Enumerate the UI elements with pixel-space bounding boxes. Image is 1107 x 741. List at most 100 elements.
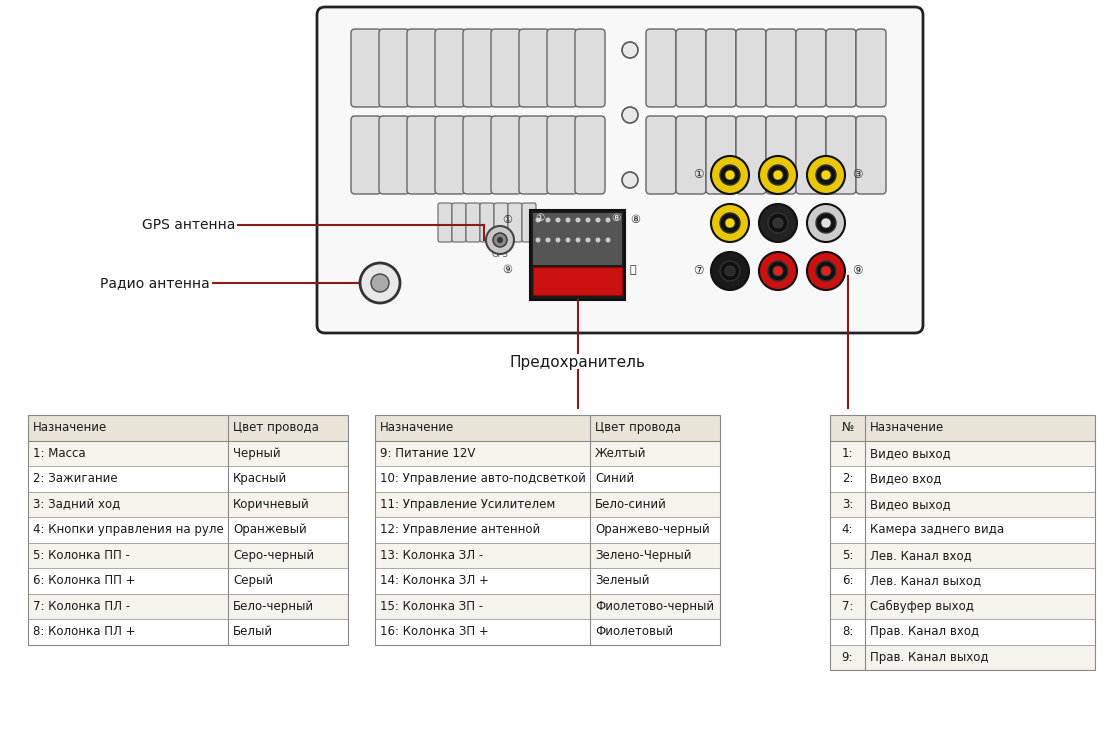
- Circle shape: [622, 107, 638, 123]
- Text: GPS антенна: GPS антенна: [142, 218, 235, 232]
- Bar: [830, 491, 865, 517]
- Text: 12: Управление антенной: 12: Управление антенной: [380, 523, 540, 536]
- FancyBboxPatch shape: [547, 29, 577, 107]
- Text: 3:: 3:: [841, 498, 853, 511]
- Bar: [830, 619, 865, 645]
- Bar: [375, 440, 590, 466]
- FancyBboxPatch shape: [466, 203, 480, 242]
- Text: 5:: 5:: [841, 549, 853, 562]
- FancyBboxPatch shape: [480, 203, 494, 242]
- Text: Радио антенна: Радио антенна: [101, 276, 210, 290]
- Circle shape: [807, 252, 845, 290]
- Bar: [830, 415, 1095, 670]
- FancyBboxPatch shape: [407, 29, 437, 107]
- Bar: [375, 517, 590, 542]
- Circle shape: [821, 170, 831, 180]
- Circle shape: [773, 170, 783, 180]
- Circle shape: [536, 218, 540, 222]
- Circle shape: [816, 213, 836, 233]
- Bar: [830, 415, 865, 440]
- FancyBboxPatch shape: [575, 116, 606, 194]
- Circle shape: [821, 218, 831, 228]
- FancyBboxPatch shape: [379, 29, 408, 107]
- Circle shape: [711, 204, 749, 242]
- FancyBboxPatch shape: [438, 203, 452, 242]
- Bar: [28, 619, 228, 645]
- Bar: [865, 542, 1095, 568]
- Text: Серый: Серый: [232, 574, 273, 588]
- Text: 2:: 2:: [841, 472, 853, 485]
- Text: 2: Зажигание: 2: Зажигание: [33, 472, 117, 485]
- Bar: [375, 466, 590, 491]
- Bar: [865, 466, 1095, 491]
- Bar: [590, 440, 720, 466]
- Text: Красный: Красный: [232, 472, 287, 485]
- Circle shape: [371, 274, 389, 292]
- Circle shape: [486, 226, 514, 254]
- Bar: [28, 491, 228, 517]
- Circle shape: [566, 218, 570, 222]
- Bar: [590, 619, 720, 645]
- Bar: [865, 415, 1095, 440]
- Text: Назначение: Назначение: [380, 421, 454, 434]
- Text: ⑧: ⑧: [630, 215, 640, 225]
- FancyBboxPatch shape: [856, 29, 886, 107]
- Text: 8: Колонка ПЛ +: 8: Колонка ПЛ +: [33, 625, 135, 638]
- Bar: [865, 491, 1095, 517]
- FancyBboxPatch shape: [796, 29, 826, 107]
- Text: Коричневый: Коричневый: [232, 498, 310, 511]
- Circle shape: [596, 238, 600, 242]
- Bar: [375, 415, 720, 645]
- Circle shape: [807, 156, 845, 194]
- Text: 6:: 6:: [841, 574, 853, 588]
- FancyBboxPatch shape: [736, 29, 766, 107]
- Circle shape: [816, 261, 836, 281]
- Text: ①: ①: [501, 215, 513, 225]
- Text: ⑧: ⑧: [611, 213, 620, 223]
- Text: Черный: Черный: [232, 447, 281, 459]
- Circle shape: [759, 252, 797, 290]
- Text: Лев. Канал выход: Лев. Канал выход: [870, 574, 981, 588]
- Bar: [830, 645, 865, 670]
- Bar: [830, 517, 865, 542]
- FancyBboxPatch shape: [317, 7, 923, 333]
- Circle shape: [768, 213, 788, 233]
- FancyBboxPatch shape: [676, 116, 706, 194]
- Bar: [228, 594, 348, 619]
- Circle shape: [711, 156, 749, 194]
- Circle shape: [622, 42, 638, 58]
- Bar: [590, 568, 720, 594]
- Text: 9: Питание 12V: 9: Питание 12V: [380, 447, 475, 459]
- Circle shape: [720, 261, 739, 281]
- Text: Лев. Канал вход: Лев. Канал вход: [870, 549, 972, 562]
- Circle shape: [725, 266, 735, 276]
- Circle shape: [725, 218, 735, 228]
- Bar: [830, 594, 865, 619]
- Bar: [228, 517, 348, 542]
- Bar: [28, 517, 228, 542]
- Circle shape: [821, 266, 831, 276]
- Text: 6: Колонка ПП +: 6: Колонка ПП +: [33, 574, 135, 588]
- Text: ①: ①: [693, 168, 704, 182]
- Circle shape: [622, 172, 638, 188]
- Text: 9:: 9:: [841, 651, 853, 664]
- FancyBboxPatch shape: [351, 116, 381, 194]
- Text: 3: Задний ход: 3: Задний ход: [33, 498, 121, 511]
- Text: 14: Колонка ЗЛ +: 14: Колонка ЗЛ +: [380, 574, 489, 588]
- Circle shape: [768, 261, 788, 281]
- Circle shape: [768, 165, 788, 185]
- Text: Зелено-Черный: Зелено-Черный: [594, 549, 692, 562]
- Bar: [830, 568, 865, 594]
- Text: Прав. Канал выход: Прав. Канал выход: [870, 651, 989, 664]
- Circle shape: [596, 218, 600, 222]
- Circle shape: [759, 204, 797, 242]
- Text: Сабвуфер выход: Сабвуфер выход: [870, 599, 974, 613]
- Text: 1: Масса: 1: Масса: [33, 447, 85, 459]
- Bar: [532, 267, 622, 295]
- Text: Бело-черный: Бело-черный: [232, 599, 314, 613]
- Bar: [28, 440, 228, 466]
- Bar: [830, 466, 865, 491]
- FancyBboxPatch shape: [706, 29, 736, 107]
- Text: 10: Управление авто-подсветкой: 10: Управление авто-подсветкой: [380, 472, 586, 485]
- Text: Фиолетово-черный: Фиолетово-черный: [594, 599, 714, 613]
